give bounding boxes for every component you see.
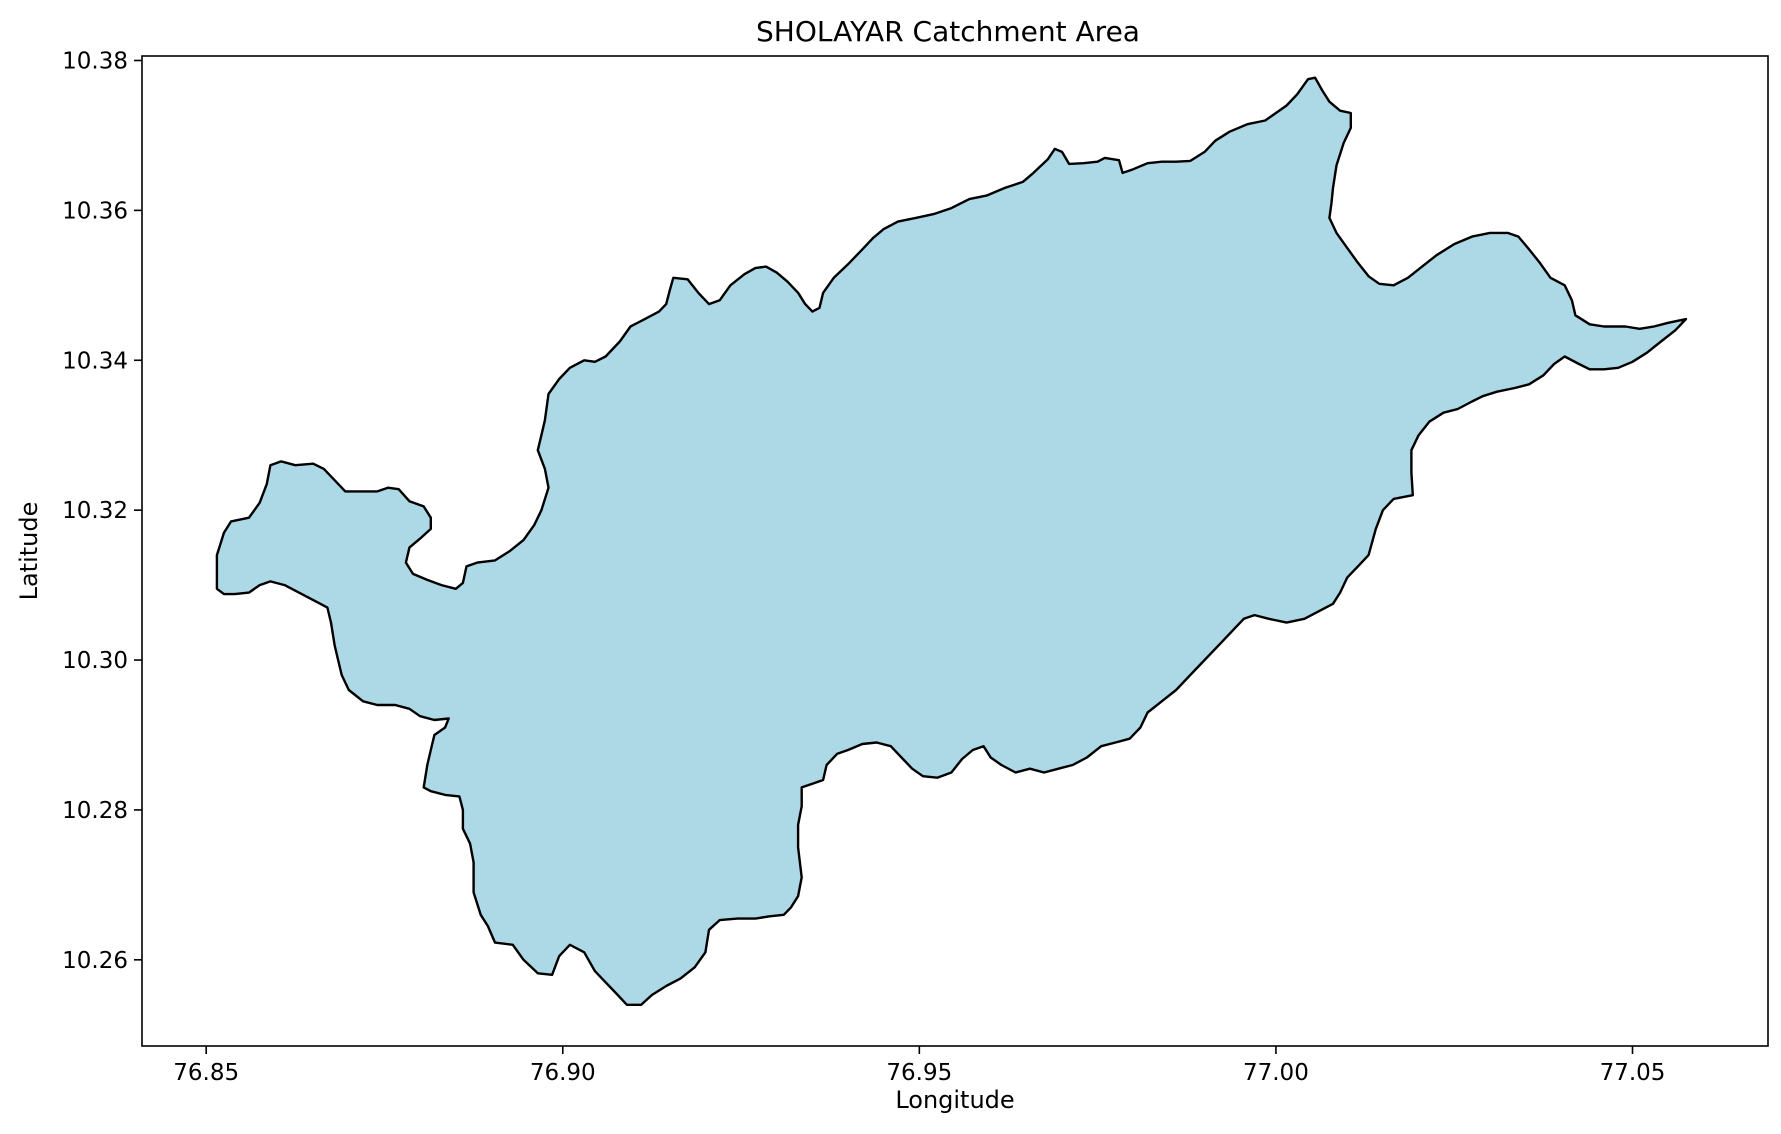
x-tick-label: 77.00 [1243,1060,1309,1086]
x-tick-label: 76.85 [173,1060,239,1086]
y-axis-label: Latitude [15,502,43,601]
catchment-area-polygon [215,76,1688,1006]
axes-frame [141,55,1769,1047]
x-axis-label: Longitude [895,1086,1014,1114]
plot-area [215,76,1688,1006]
y-tick-label: 10.28 [62,798,128,824]
y-tick-label: 10.36 [62,198,128,224]
y-axis-ticks: 10.26 10.28 10.30 10.32 10.34 10.36 10.38 [62,48,142,974]
y-tick-label: 10.32 [62,498,128,524]
y-tick-label: 10.26 [62,948,128,974]
x-tick-label: 77.05 [1600,1060,1666,1086]
x-axis-ticks: 76.85 76.90 76.95 77.00 77.05 [173,1046,1665,1086]
chart-title: SHOLAYAR Catchment Area [756,15,1140,48]
y-tick-label: 10.30 [62,648,128,674]
y-tick-label: 10.38 [62,48,128,74]
x-tick-label: 76.95 [886,1060,952,1086]
y-tick-label: 10.34 [62,348,128,374]
x-tick-label: 76.90 [530,1060,596,1086]
